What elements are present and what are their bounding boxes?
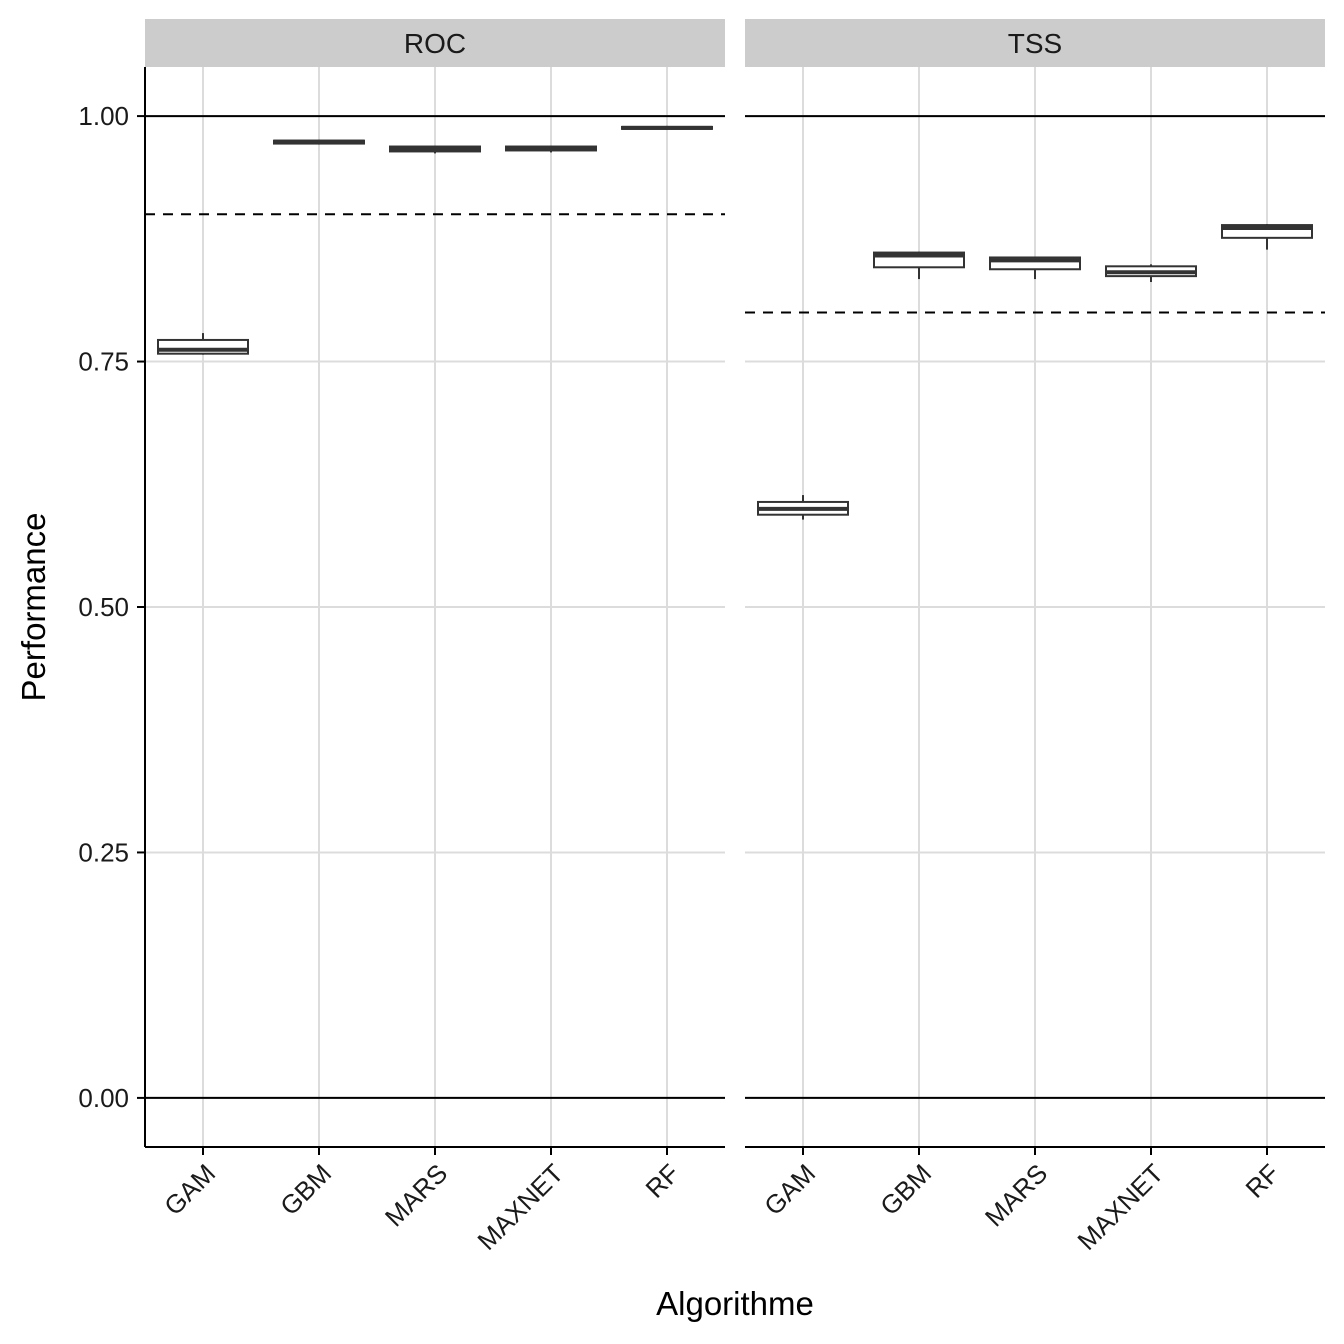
box-gam [157, 333, 249, 355]
x-tick-label: GBM [274, 1158, 337, 1221]
box-gbm [873, 251, 965, 280]
panel-tss: TSS GAM GBM MARS MAXNET RF [745, 19, 1325, 1256]
panel-strip [145, 19, 725, 67]
box-rf [1221, 224, 1313, 250]
y-axis: 0.00 0.25 0.50 0.75 1.00 [78, 67, 146, 1147]
y-tick-label: 0.50 [78, 592, 129, 622]
x-tick-label: MARS [379, 1158, 453, 1232]
panel-roc: ROC GAM GBM MARS MAXNET RF [145, 19, 725, 1256]
panel-strip-label: ROC [404, 28, 466, 59]
y-tick-label: 1.00 [78, 101, 129, 131]
y-tick-label: 0.25 [78, 837, 129, 867]
box-iqr [989, 256, 1081, 271]
y-tick-label: 0.75 [78, 347, 129, 377]
box-gam [757, 495, 849, 520]
x-tick-label: RF [1240, 1158, 1286, 1204]
x-tick-label: GAM [158, 1158, 221, 1221]
x-tick-label: GAM [758, 1158, 821, 1221]
box-maxnet [1105, 264, 1197, 283]
x-tick-label: GBM [874, 1158, 937, 1221]
box-gbm [273, 139, 365, 145]
x-tick-label: MARS [979, 1158, 1053, 1232]
y-axis-title: Performance [15, 513, 52, 702]
box-mars [989, 256, 1081, 280]
box-maxnet [505, 145, 597, 153]
x-tick-label: MAXNET [471, 1158, 569, 1256]
x-axis-title: Algorithme [656, 1285, 814, 1322]
y-tick-label: 0.00 [78, 1083, 129, 1113]
x-tick-label: MAXNET [1071, 1158, 1169, 1256]
x-tick-label: RF [640, 1158, 686, 1204]
panel-strip-label: TSS [1008, 28, 1062, 59]
panel-strip [745, 19, 1325, 67]
box-mars [389, 145, 481, 154]
box-rf [621, 125, 713, 130]
